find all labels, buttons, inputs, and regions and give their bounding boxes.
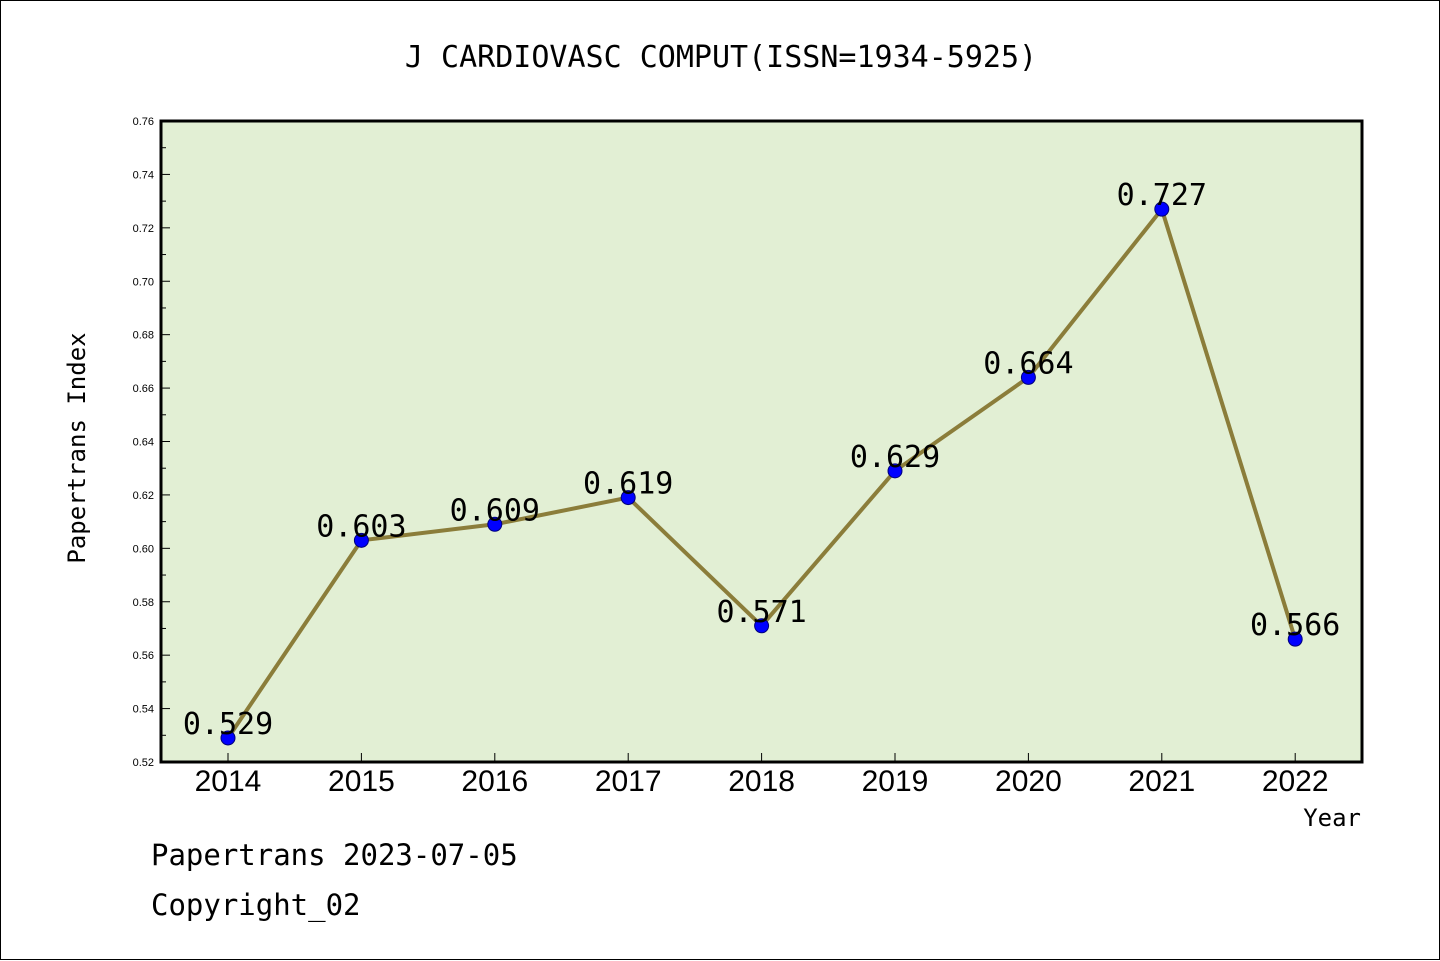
y-tick-label: 0.56	[133, 650, 154, 662]
data-label: 0.727	[1117, 178, 1207, 213]
y-tick-label: 0.76	[133, 116, 154, 128]
data-label: 0.629	[850, 440, 940, 475]
y-tick-label: 0.54	[133, 704, 154, 716]
y-axis-label: Papertrans Index	[63, 332, 91, 563]
data-series	[220, 201, 1303, 746]
y-tick-label: 0.72	[133, 223, 154, 235]
x-tick-label: 2020	[995, 765, 1062, 798]
data-point	[353, 532, 369, 548]
data-label: 0.664	[983, 346, 1073, 381]
data-label: 0.603	[316, 509, 406, 544]
y-axis: 0.52 0.54 0.56 0.58 0.60 0.62 0.64 0.66 0.68 0.70…	[133, 116, 170, 769]
y-tick-label: 0.68	[133, 330, 154, 342]
data-point	[220, 730, 236, 746]
y-tick-label: 0.58	[133, 597, 154, 609]
x-tick-label: 2022	[1262, 765, 1329, 798]
x-tick-label: 2018	[728, 765, 795, 798]
x-tick-label: 2016	[461, 765, 528, 798]
data-point	[1287, 631, 1303, 647]
data-labels: 0.529 0.603 0.609 0.619 0.571 0.629 0.664 0.727…	[183, 178, 1341, 742]
x-tick-label: 2014	[195, 765, 262, 798]
data-point	[1154, 201, 1170, 217]
x-tick-label: 2017	[595, 765, 662, 798]
x-tick-label: 2019	[862, 765, 929, 798]
data-label: 0.529	[183, 707, 273, 742]
x-tick-label: 2021	[1128, 765, 1195, 798]
data-label: 0.619	[583, 467, 673, 502]
data-label: 0.571	[716, 595, 806, 630]
data-label: 0.566	[1250, 608, 1340, 643]
y-tick-label: 0.52	[133, 757, 154, 769]
data-point	[620, 490, 636, 506]
y-tick-label: 0.64	[133, 437, 154, 449]
plot-area	[159, 119, 1364, 764]
x-axis-label: Year	[1303, 804, 1361, 832]
y-tick-label: 0.74	[133, 169, 154, 181]
data-label: 0.609	[450, 493, 540, 528]
footer-copyright: Copyright_02	[151, 888, 361, 923]
data-point	[1020, 369, 1036, 385]
chart-title: J CARDIOVASC COMPUT(ISSN=1934-5925)	[405, 40, 1037, 75]
y-tick-label: 0.66	[133, 383, 154, 395]
y-tick-label: 0.62	[133, 490, 154, 502]
data-point	[887, 463, 903, 479]
x-axis: 2014 2015 2016 2017 2018 2019 2020 2021 2022	[195, 753, 1329, 798]
y-tick-label: 0.60	[133, 543, 154, 555]
data-point	[487, 516, 503, 532]
x-tick-label: 2015	[328, 765, 395, 798]
data-point	[754, 618, 770, 634]
footer-date: Papertrans 2023-07-05	[151, 838, 518, 872]
y-tick-label: 0.70	[133, 276, 154, 288]
